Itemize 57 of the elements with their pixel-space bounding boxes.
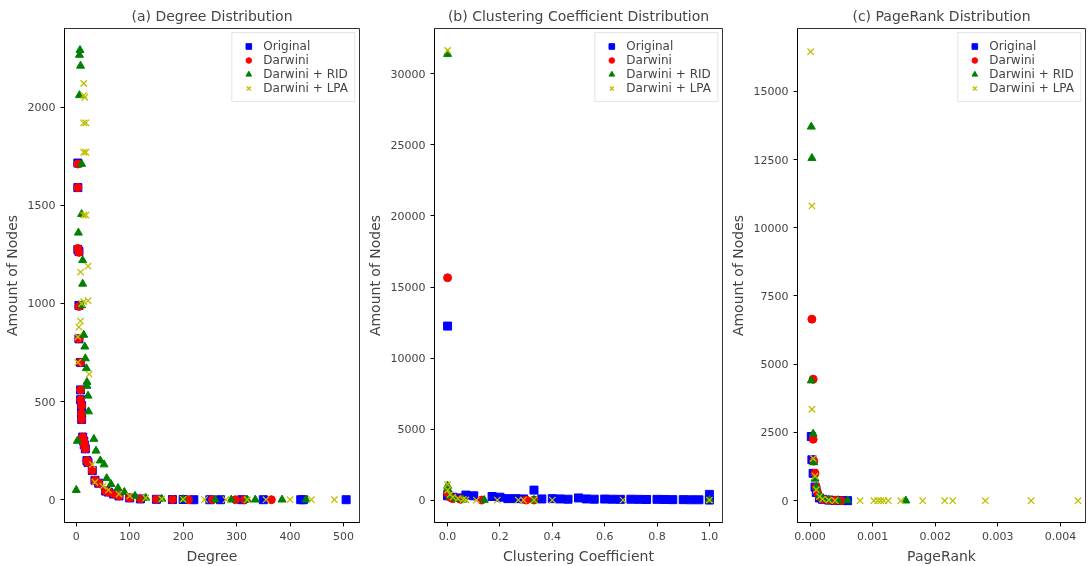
y-tick-label: 10000 xyxy=(390,352,426,366)
chart-title: (b) Clustering Coefficient Distribution xyxy=(447,7,710,24)
x-tick-label: 300 xyxy=(226,529,248,543)
y-tick-label: 500 xyxy=(34,395,56,409)
legend-label: Original xyxy=(989,39,1037,53)
legend-label: Darwini + RID xyxy=(626,67,711,81)
legend-label: Original xyxy=(263,39,311,53)
y-tick-label: 20000 xyxy=(390,209,426,223)
x-tick-label: 0.6 xyxy=(595,529,614,543)
legend-label: Darwini + RID xyxy=(989,67,1074,81)
x-tick-label: 0.003 xyxy=(982,529,1014,543)
y-tick-label: 0 xyxy=(48,493,56,507)
legend-label: Darwini + RID xyxy=(263,67,348,81)
x-axis-title: PageRank xyxy=(907,547,977,564)
x-axis-title: Clustering Coefficient xyxy=(503,547,655,564)
y-tick-label: 2500 xyxy=(760,426,789,440)
y-tick-label: 1500 xyxy=(27,199,56,213)
y-tick-label: 0 xyxy=(418,494,426,508)
x-tick-label: 200 xyxy=(172,529,194,543)
y-tick-label: 15000 xyxy=(753,85,789,99)
x-tick-label: 0.002 xyxy=(919,529,951,543)
y-tick-label: 10000 xyxy=(753,221,789,235)
y-tick-label: 7500 xyxy=(760,289,789,303)
x-axis-title: Degree xyxy=(186,547,238,564)
y-tick-label: 5000 xyxy=(760,358,789,372)
x-tick-label: 0.8 xyxy=(648,529,666,543)
y-tick-label: 15000 xyxy=(390,281,426,294)
x-tick-label: 1.0 xyxy=(700,529,719,543)
x-tick-label: 0.4 xyxy=(543,529,562,543)
legend-label: Darwini xyxy=(989,53,1035,67)
chart-title: (c) PageRank Distribution xyxy=(852,7,1031,24)
y-tick-label: 30000 xyxy=(390,67,426,81)
x-tick-label: 0.2 xyxy=(491,529,509,543)
x-tick-label: 500 xyxy=(332,529,354,543)
y-axis-title: Amount of Nodes xyxy=(3,214,20,337)
legend-label: Original xyxy=(626,39,674,53)
x-tick-label: 0.0 xyxy=(438,529,457,543)
y-tick-label: 2000 xyxy=(27,101,56,115)
x-tick-label: 0.004 xyxy=(1044,529,1077,543)
legend-label: Darwini + LPA xyxy=(263,81,348,95)
y-tick-label: 0 xyxy=(781,494,789,508)
x-tick-label: 0.000 xyxy=(794,529,826,543)
x-tick-label: 100 xyxy=(119,529,141,543)
x-tick-label: 400 xyxy=(279,529,301,543)
x-tick-label: 0.001 xyxy=(856,529,889,543)
y-tick-label: 1000 xyxy=(27,297,56,311)
legend-label: Darwini xyxy=(263,53,309,67)
y-tick-label: 12500 xyxy=(753,153,789,167)
legend-label: Darwini + LPA xyxy=(989,81,1074,95)
chart-title: (a) Degree Distribution xyxy=(131,7,293,24)
y-tick-label: 25000 xyxy=(390,138,426,152)
x-tick-label: 0 xyxy=(72,529,80,543)
legend-label: Darwini + LPA xyxy=(626,81,711,95)
y-axis-title: Amount of Nodes xyxy=(366,214,383,337)
y-axis-title: Amount of Nodes xyxy=(729,214,746,337)
y-tick-label: 5000 xyxy=(397,423,426,437)
legend-label: Darwini xyxy=(626,53,672,67)
